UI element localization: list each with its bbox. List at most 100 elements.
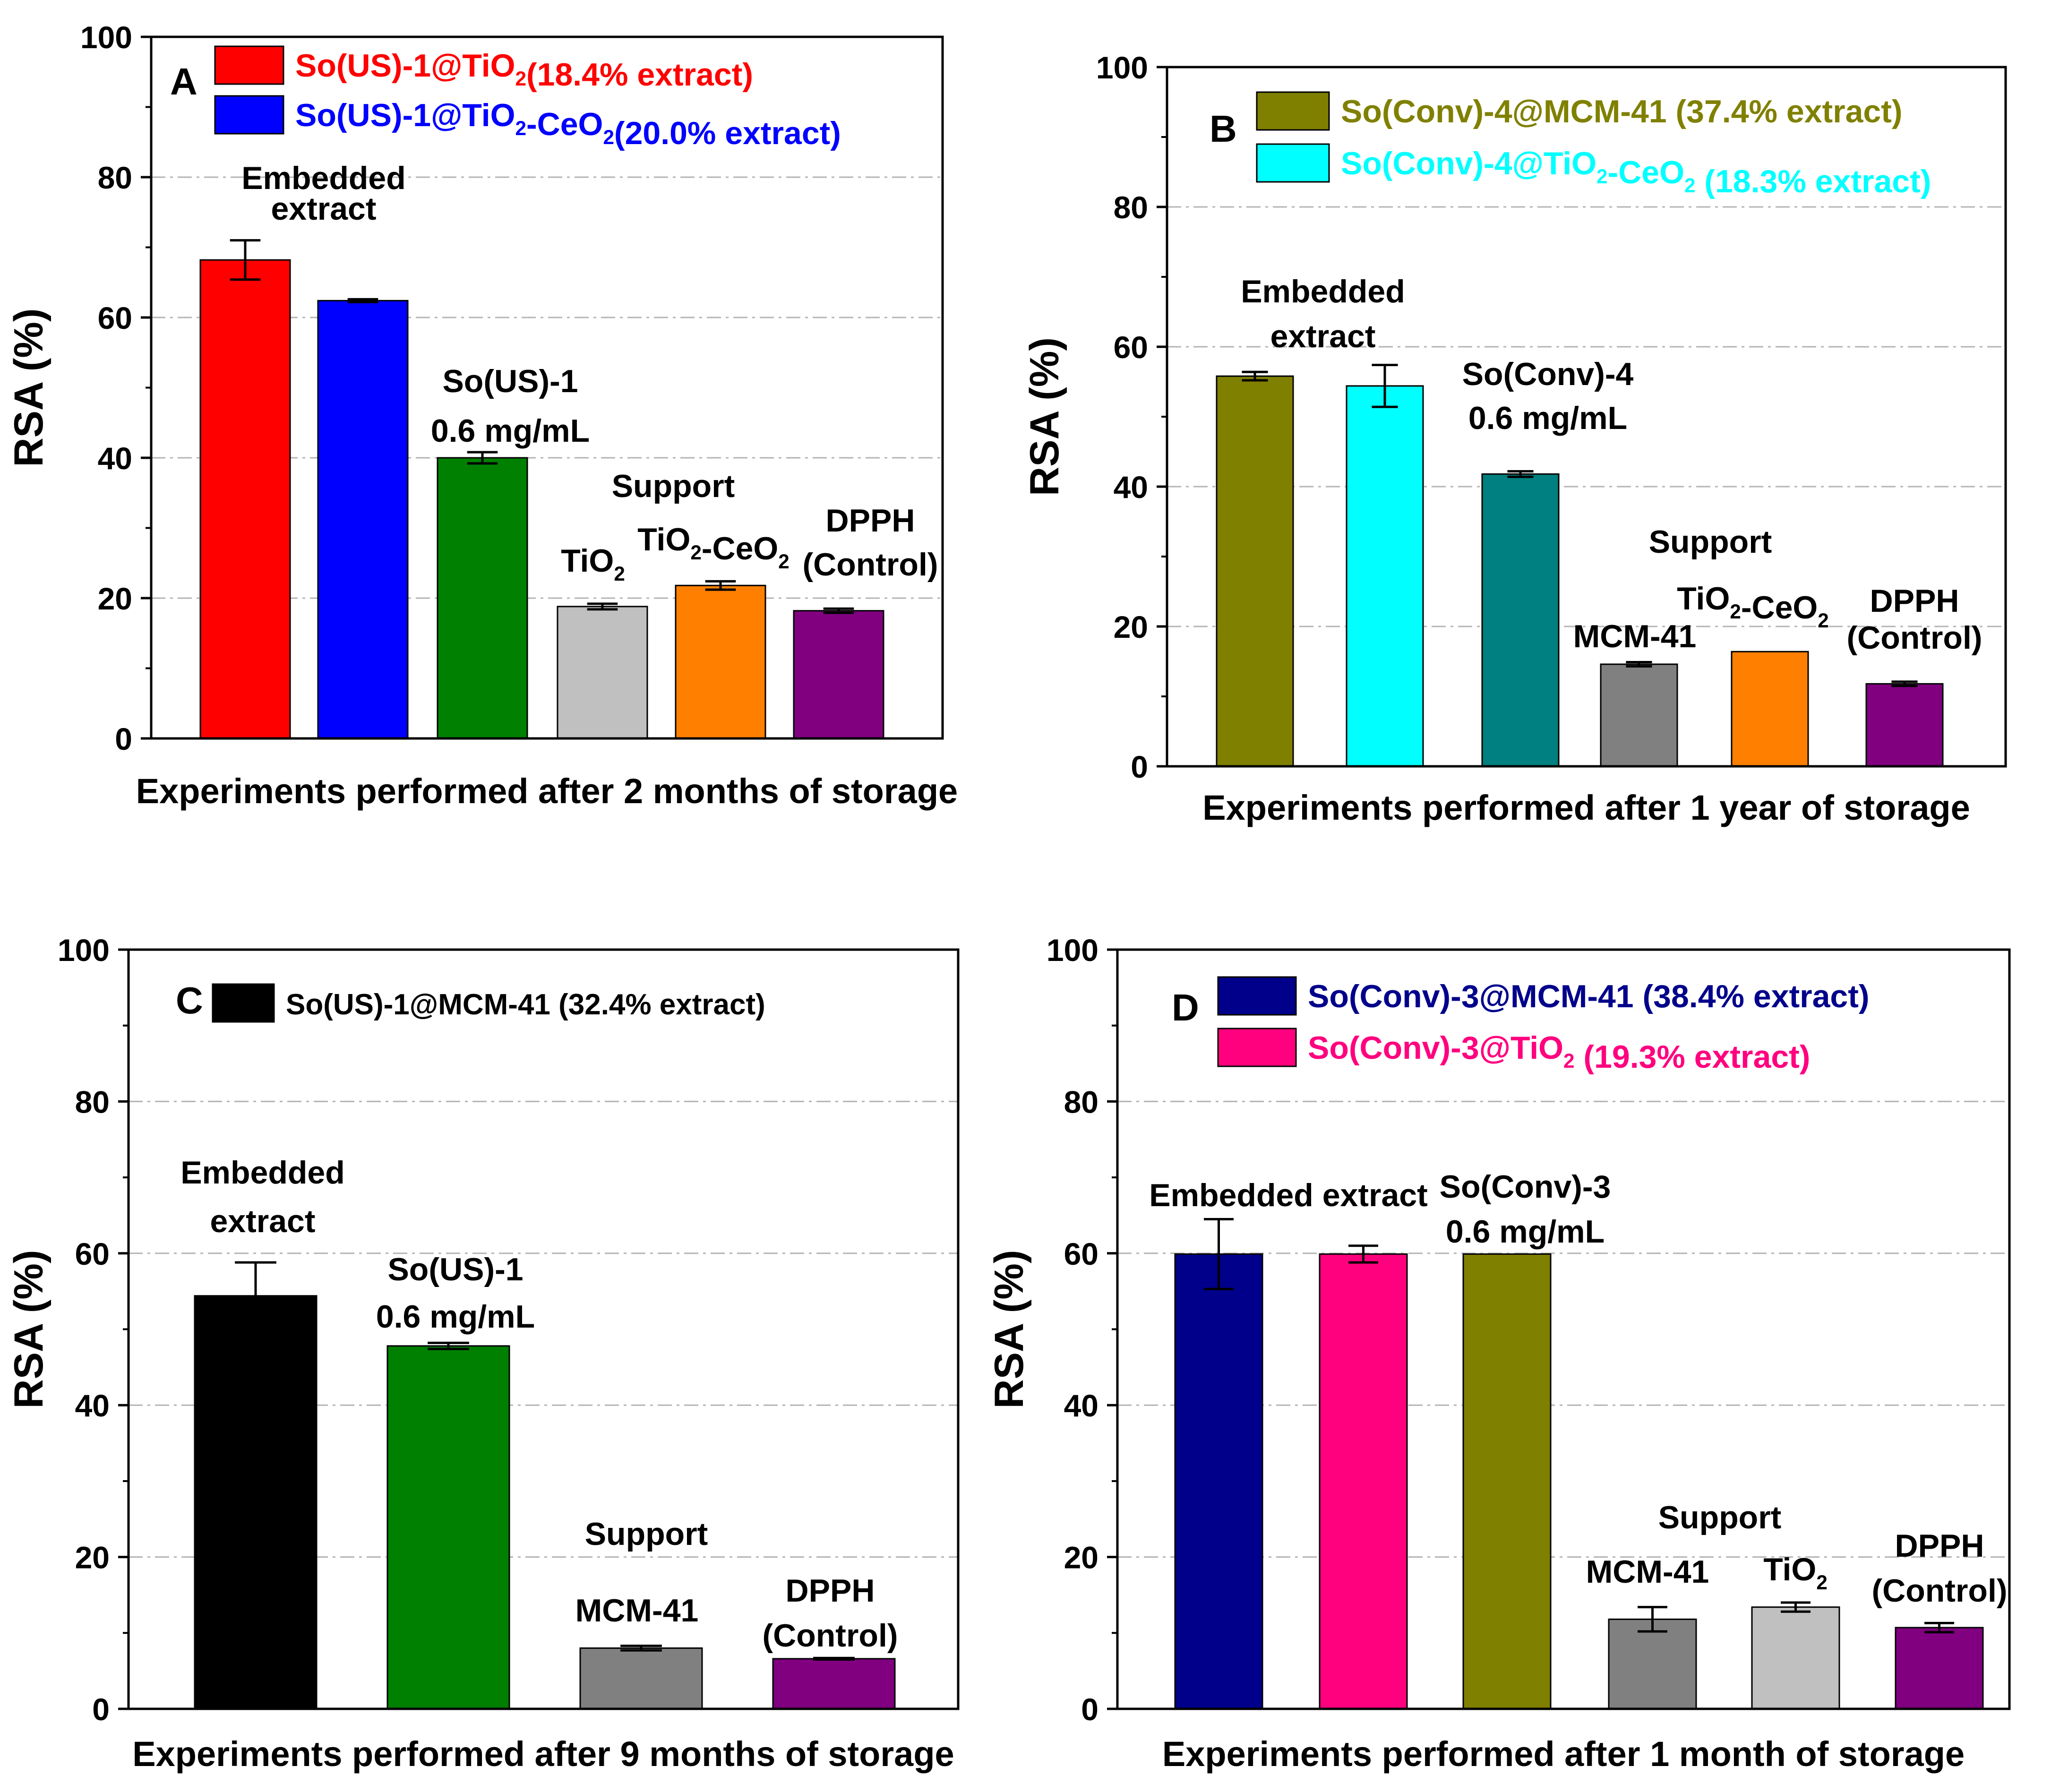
bar-1: [1174, 1253, 1263, 1710]
y-tick-label: 0: [1131, 749, 1148, 784]
error-bar-5: [1781, 1601, 1811, 1613]
legend-entry: So(US)-1@TiO2(18.4% extract): [295, 48, 753, 93]
annotation-label: extract: [271, 191, 376, 227]
annotation-label: TiO2: [561, 543, 625, 585]
error-bar-1: [230, 239, 261, 281]
annotation-label: (Control): [802, 547, 938, 583]
error-bar-4: [587, 602, 618, 611]
legend-swatch: [212, 983, 275, 1023]
annotation-label: TiO2: [1763, 1552, 1828, 1594]
legend-swatch: [1217, 976, 1297, 1016]
error-bar-6: [823, 607, 854, 614]
error-bar-2: [1372, 363, 1398, 408]
y-tick-label: 80: [75, 1084, 110, 1119]
error-bar-3: [1507, 470, 1534, 478]
bar-3: [579, 1647, 703, 1710]
bar-2: [1346, 385, 1424, 767]
annotation-label: Embedded: [180, 1155, 345, 1191]
legend-swatch: [1256, 143, 1330, 183]
bar-3: [437, 457, 528, 739]
error-bar-4: [813, 1656, 855, 1661]
annotation-label: DPPH: [826, 503, 915, 539]
y-axis-label: RSA (%): [987, 1250, 1032, 1408]
bar-2: [1319, 1253, 1408, 1710]
error-bar-6: [1891, 680, 1918, 687]
annotation-label: Support: [585, 1516, 708, 1552]
x-axis-label: Experiments performed after 9 months of …: [132, 1734, 954, 1774]
y-tick-label: 60: [1114, 330, 1148, 365]
annotation-label: So(US)-1: [387, 1252, 523, 1287]
y-tick-label: 40: [1114, 470, 1148, 505]
y-axis-label: RSA (%): [6, 1250, 51, 1408]
y-tick-label: 60: [1064, 1236, 1098, 1271]
legend-swatch: [214, 95, 284, 135]
bar-1: [1216, 375, 1294, 767]
annotation-label: DPPH: [786, 1573, 875, 1609]
error-bar-2: [347, 298, 378, 303]
annotation-label: So(Conv)-4: [1462, 356, 1634, 392]
bar-1: [199, 259, 291, 739]
y-tick-label: 40: [1064, 1388, 1098, 1423]
panel-label: C: [176, 979, 203, 1021]
x-axis-label: Experiments performed after 2 months of …: [136, 772, 958, 811]
annotation-label: 0.6 mg/mL: [1446, 1214, 1605, 1250]
annotation-label: DPPH: [1895, 1528, 1984, 1564]
annotation-label: So(US)-1: [442, 363, 578, 399]
y-tick-label: 20: [1114, 609, 1148, 644]
y-tick-label: 100: [1047, 933, 1098, 968]
error-bar-2: [1348, 1244, 1378, 1264]
bar-5: [1731, 651, 1809, 767]
chart-panel-d: 0 20 40 60 80 100 RSA (%) Experiments performed…: [987, 933, 2011, 1774]
annotation-label: Support: [1649, 524, 1772, 560]
legend-entry: So(US)-1@MCM-41 (32.4% extract): [286, 988, 765, 1021]
error-bar-3: [467, 451, 498, 465]
y-tick-label: 20: [1064, 1540, 1098, 1575]
annotation-label: extract: [210, 1203, 315, 1239]
bar-3: [1462, 1253, 1552, 1710]
error-bar-4: [1638, 1606, 1667, 1633]
y-tick-label: 100: [1096, 50, 1148, 85]
bar-1: [194, 1295, 318, 1710]
y-tick-label: 20: [98, 581, 132, 616]
annotation-label: MCM-41: [575, 1593, 699, 1629]
annotation-label: 0.6 mg/mL: [1468, 400, 1627, 436]
legend-entry: So(Conv)-3@TiO2 (19.3% extract): [1308, 1030, 1810, 1075]
y-tick-label: 40: [75, 1388, 110, 1423]
y-axis-label: RSA (%): [6, 308, 51, 467]
x-axis-label: Experiments performed after 1 year of st…: [1202, 788, 1970, 827]
legend-entry: So(US)-1@TiO2-CeO2(20.0% extract): [295, 97, 841, 151]
y-tick-label: 20: [75, 1540, 110, 1575]
bar-2: [317, 300, 409, 739]
annotation-label: (Control): [762, 1618, 898, 1654]
y-tick-label: 100: [58, 933, 110, 968]
y-tick-label: 60: [98, 300, 132, 335]
y-tick-label: 80: [1064, 1084, 1098, 1119]
annotation-label: DPPH: [1870, 583, 1959, 619]
y-tick-label: 0: [92, 1692, 110, 1727]
chart-panel-b: 0 20 40 60 80 100 RSA (%) Experiments performed…: [1022, 50, 2007, 827]
error-bar-3: [620, 1645, 662, 1652]
annotation-label: 0.6 mg/mL: [431, 413, 590, 449]
annotation-label: TiO2-CeO2: [637, 522, 790, 573]
bar-5: [675, 584, 766, 739]
error-bar-5: [705, 580, 736, 591]
y-axis-label: RSA (%): [1022, 337, 1067, 496]
annotation-label: Embedded: [241, 160, 406, 196]
bar-6: [793, 610, 884, 739]
annotation-label: extract: [1270, 318, 1375, 354]
annotation-label: 0.6 mg/mL: [376, 1299, 535, 1335]
y-tick-label: 0: [115, 721, 132, 756]
bar-6: [1895, 1627, 1984, 1710]
annotation-label: Embedded: [1241, 274, 1405, 309]
y-tick-label: 80: [98, 160, 132, 195]
error-bar-1: [1242, 370, 1268, 382]
annotation-label: TiO2-CeO2: [1677, 581, 1829, 632]
bar-6: [1865, 683, 1944, 767]
bar-4: [1600, 663, 1678, 767]
legend-swatch: [1217, 1028, 1297, 1067]
annotation-label: So(Conv)-3: [1440, 1169, 1611, 1205]
chart-panel-a: 0 20 40 60 80 100 RSA (%) Experiments performed…: [6, 20, 958, 811]
annotation-label: (Control): [1846, 620, 1982, 656]
annotation-label: Support: [612, 468, 735, 504]
panel-label: B: [1210, 108, 1237, 150]
